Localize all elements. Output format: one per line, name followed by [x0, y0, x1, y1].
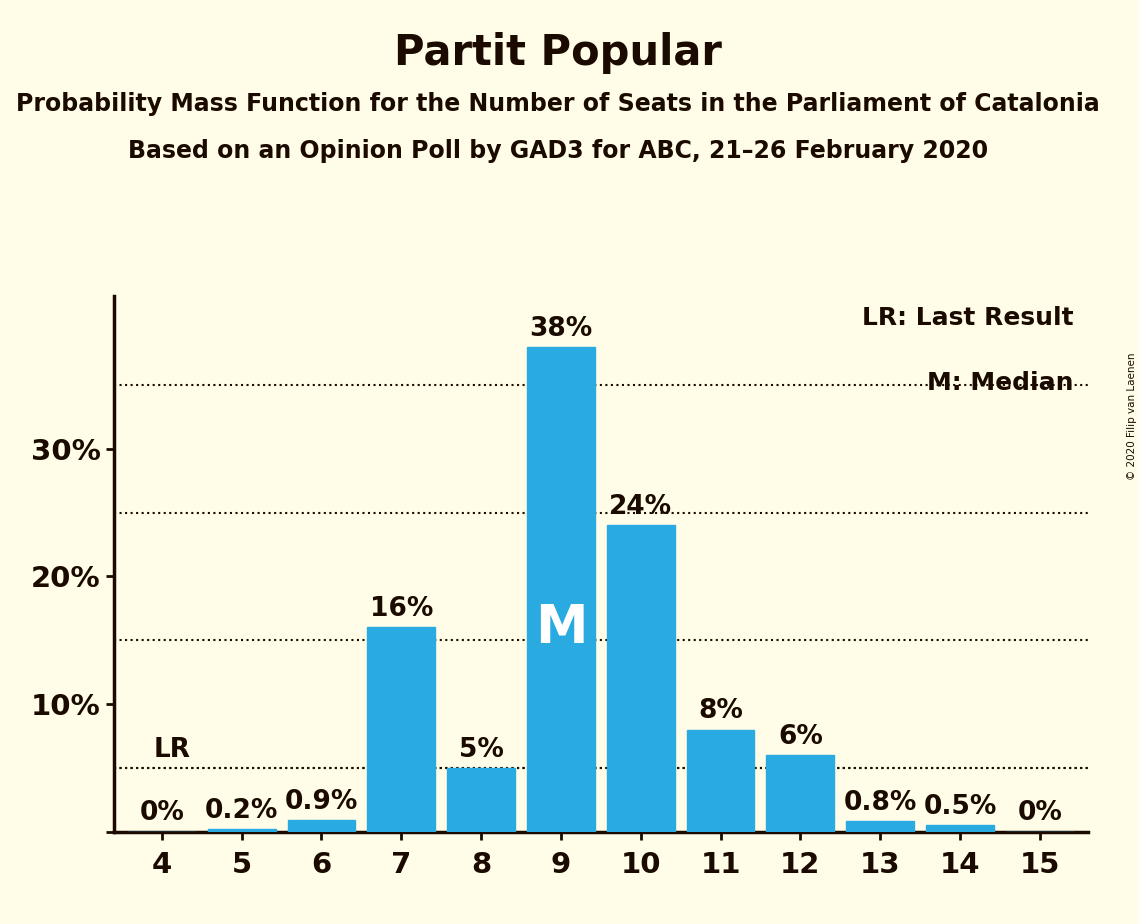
Text: © 2020 Filip van Laenen: © 2020 Filip van Laenen: [1126, 352, 1137, 480]
Text: 38%: 38%: [530, 316, 592, 342]
Bar: [287, 821, 355, 832]
Text: 0%: 0%: [1017, 800, 1063, 826]
Text: 6%: 6%: [778, 723, 822, 750]
Text: Probability Mass Function for the Number of Seats in the Parliament of Catalonia: Probability Mass Function for the Number…: [16, 92, 1100, 116]
Text: 0.9%: 0.9%: [285, 789, 358, 815]
Text: Based on an Opinion Poll by GAD3 for ABC, 21–26 February 2020: Based on an Opinion Poll by GAD3 for ABC…: [128, 139, 989, 163]
Text: Partit Popular: Partit Popular: [394, 32, 722, 74]
Bar: [607, 526, 674, 832]
Bar: [527, 346, 595, 832]
Text: M: M: [534, 602, 588, 654]
Text: M: Median: M: Median: [927, 371, 1073, 395]
Bar: [687, 730, 754, 832]
Text: 5%: 5%: [459, 736, 503, 762]
Bar: [368, 627, 435, 832]
Bar: [926, 825, 994, 832]
Text: 8%: 8%: [698, 699, 743, 724]
Text: 0.8%: 0.8%: [844, 790, 917, 816]
Bar: [448, 768, 515, 832]
Text: 0.2%: 0.2%: [205, 798, 278, 824]
Text: 0.5%: 0.5%: [924, 794, 997, 821]
Text: 24%: 24%: [609, 494, 672, 520]
Text: 0%: 0%: [139, 800, 185, 826]
Bar: [846, 821, 915, 832]
Text: LR: LR: [154, 736, 191, 762]
Bar: [207, 829, 276, 832]
Text: LR: Last Result: LR: Last Result: [861, 307, 1073, 331]
Bar: [767, 755, 834, 832]
Text: 16%: 16%: [369, 596, 433, 623]
